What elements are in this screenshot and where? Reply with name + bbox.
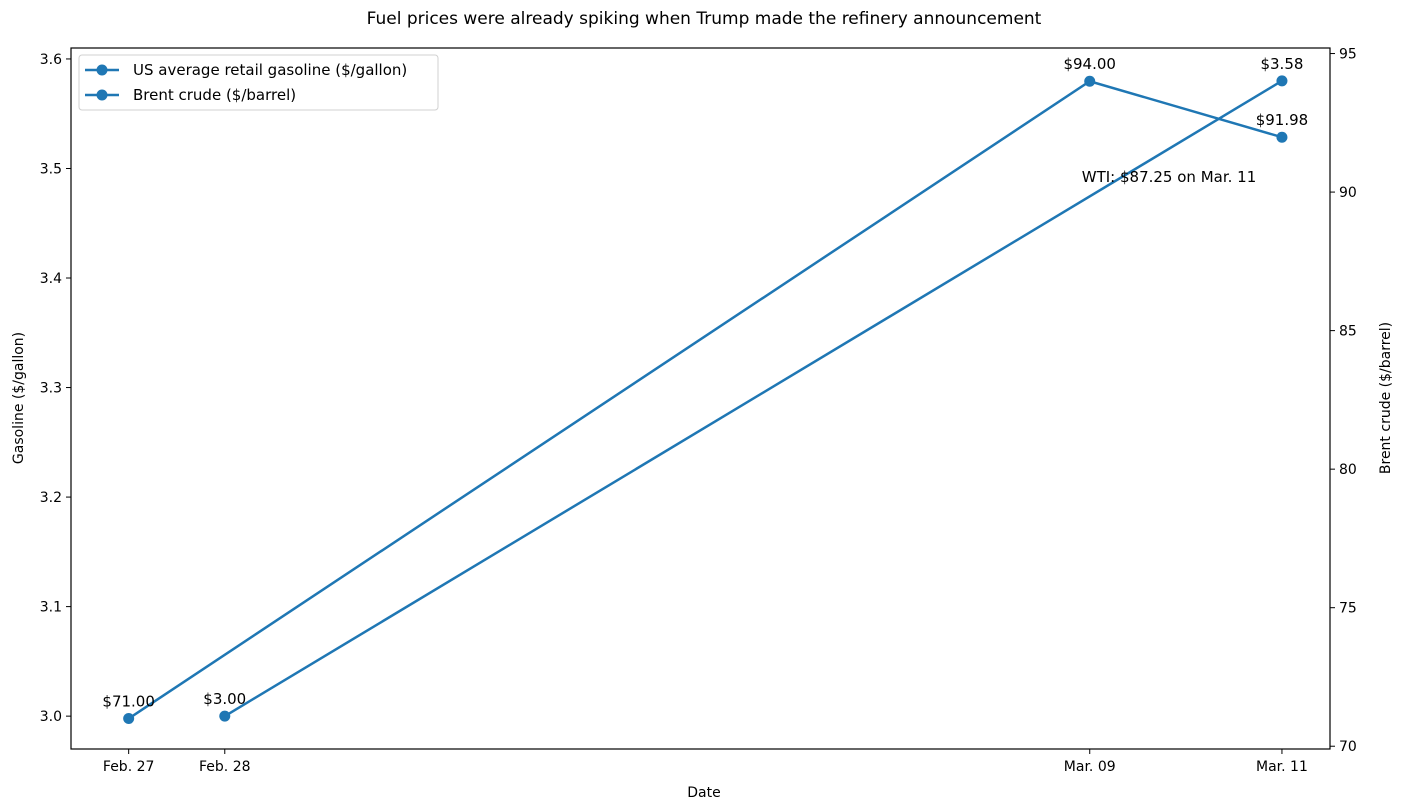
- series-line-0: [224, 79, 1283, 718]
- data-point: [123, 713, 135, 725]
- y-tick-label-left: 3.4: [40, 271, 62, 287]
- data-point: [1084, 75, 1096, 87]
- data-label: $3.00: [203, 690, 246, 708]
- y-tick-label-right: 70: [1339, 739, 1357, 755]
- x-tick-label: Mar. 09: [1064, 759, 1116, 775]
- data-label: $91.98: [1256, 111, 1309, 129]
- legend-box: [78, 54, 439, 111]
- data-label: $3.58: [1260, 55, 1303, 73]
- y-tick-label-right: 95: [1339, 47, 1357, 63]
- x-axis-label: Date: [687, 785, 720, 801]
- legend: US average retail gasoline ($/gallon) Br…: [78, 54, 439, 111]
- x-tick-label: Feb. 28: [199, 759, 251, 775]
- axis-ticks: Feb. 27 Feb. 28 Mar. 09 Mar. 11 3.0 3.1 3.2 3.3…: [40, 47, 1357, 775]
- legend-marker-gasoline: [96, 64, 108, 76]
- x-tick-label: Feb. 27: [103, 759, 155, 775]
- y-tick-label-left: 3.0: [40, 709, 62, 725]
- chart-title: Fuel prices were already spiking when Tr…: [367, 9, 1042, 29]
- y-tick-label-right: 90: [1339, 185, 1357, 201]
- legend-marker-brent: [96, 89, 108, 101]
- y-axis-label-left: Gasoline ($/gallon): [11, 332, 27, 464]
- data-label: $94.00: [1063, 55, 1116, 73]
- y-tick-label-left: 3.1: [40, 600, 62, 616]
- data-label: $71.00: [102, 693, 155, 711]
- y-tick-label-right: 75: [1339, 601, 1357, 617]
- axes-frame: [70, 47, 1331, 750]
- x-tick-label: Mar. 11: [1256, 759, 1308, 775]
- y-tick-label-left: 3.3: [40, 381, 62, 397]
- plot-area: $3.00 $3.58 $71.00 $94.00 $91.98 WTI: $87.25 …: [102, 55, 1309, 725]
- y-tick-label-left: 3.2: [40, 490, 62, 506]
- y-tick-label-right: 85: [1339, 324, 1357, 340]
- y-tick-label-right: 80: [1339, 462, 1357, 478]
- annotation-wti: WTI: $87.25 on Mar. 11: [1082, 168, 1257, 186]
- legend-label-gasoline: US average retail gasoline ($/gallon): [133, 61, 407, 79]
- data-point: [219, 710, 231, 722]
- data-point: [1276, 131, 1288, 143]
- y-tick-label-left: 3.6: [40, 52, 62, 68]
- y-tick-label-left: 3.5: [40, 161, 62, 177]
- y-axis-label-right: Brent crude ($/barrel): [1378, 322, 1394, 474]
- legend-label-brent: Brent crude ($/barrel): [133, 86, 296, 104]
- data-point: [1276, 75, 1288, 87]
